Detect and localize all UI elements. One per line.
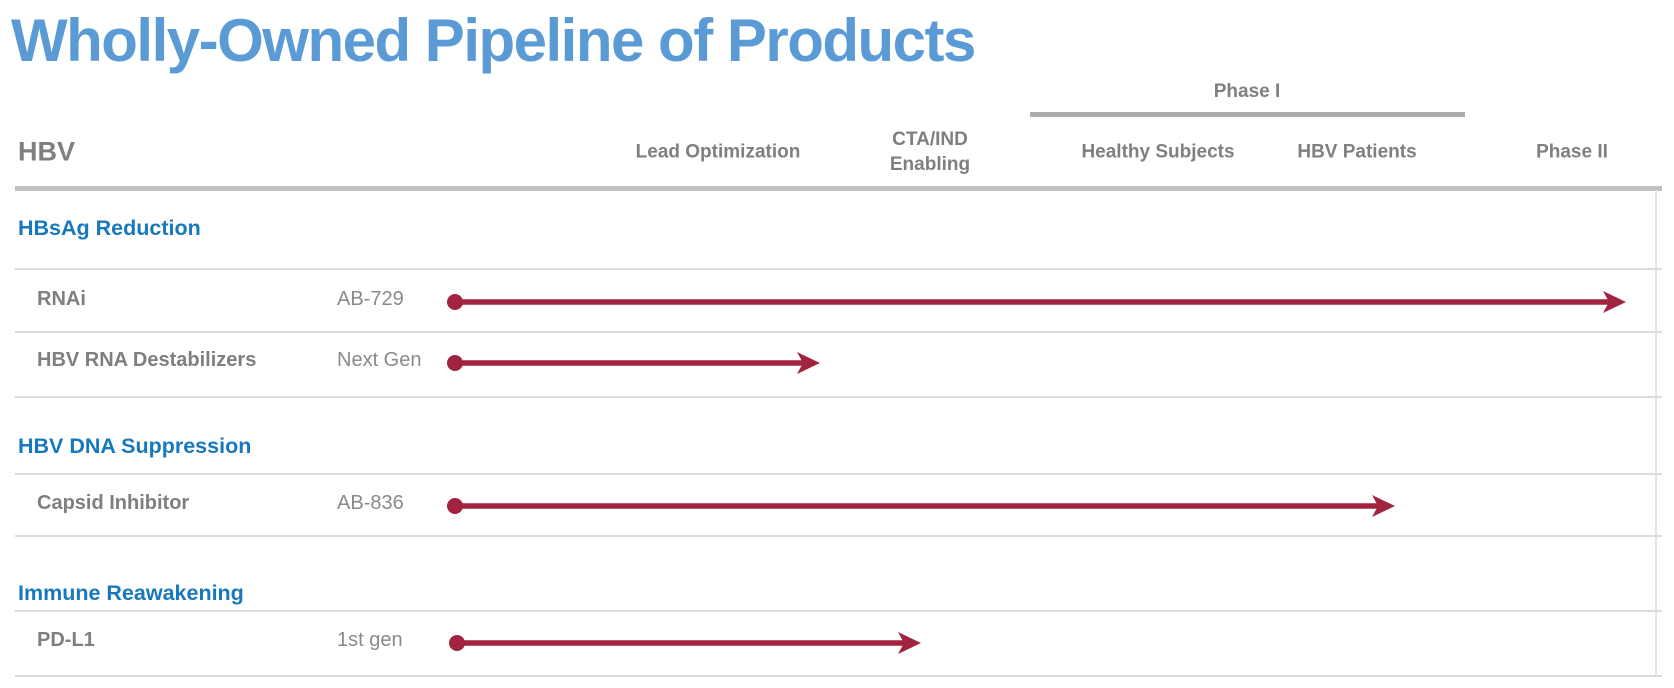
row-divider bbox=[15, 535, 1662, 537]
row-candidate: AB-836 bbox=[337, 492, 404, 514]
row-divider bbox=[15, 268, 1662, 270]
row-label: Capsid Inhibitor bbox=[37, 492, 190, 514]
progress-arrow bbox=[445, 347, 822, 384]
row-candidate: Next Gen bbox=[337, 349, 422, 371]
hbv-group-label: HBV bbox=[18, 136, 76, 167]
progress-arrow-svg bbox=[447, 291, 1626, 313]
row-candidate: 1st gen bbox=[337, 629, 403, 651]
progress-arrow-svg bbox=[447, 352, 820, 374]
row-label: RNAi bbox=[37, 288, 86, 310]
slide-title: Wholly-Owned Pipeline of Products bbox=[11, 7, 976, 74]
section-header: Immune Reawakening bbox=[18, 581, 244, 605]
header-underline bbox=[15, 186, 1662, 191]
section-header: HBsAg Reduction bbox=[18, 216, 201, 240]
row-divider bbox=[15, 331, 1662, 333]
arrow-head bbox=[797, 352, 820, 374]
phase1-underline bbox=[1030, 112, 1465, 117]
progress-arrow bbox=[445, 490, 1397, 527]
column-header-healthy-subjects: Healthy Subjects bbox=[1081, 141, 1235, 163]
row-divider bbox=[15, 473, 1662, 475]
row-divider bbox=[15, 610, 1662, 612]
progress-arrow bbox=[447, 627, 923, 664]
arrow-head bbox=[1372, 495, 1395, 517]
column-header-hbv-patients: HBV Patients bbox=[1297, 141, 1417, 163]
column-header-cta-ind-enabling: CTA/IND Enabling bbox=[889, 128, 971, 175]
column-header-phase-2: Phase II bbox=[1536, 141, 1608, 163]
row-candidate: AB-729 bbox=[337, 288, 404, 310]
right-edge-line bbox=[1655, 190, 1657, 676]
column-header-lead-optimization: Lead Optimization bbox=[635, 141, 801, 163]
progress-arrow-svg bbox=[447, 495, 1395, 517]
arrow-head bbox=[1603, 291, 1626, 313]
section-header: HBV DNA Suppression bbox=[18, 434, 252, 458]
phase1-column-group-label: Phase I bbox=[1213, 81, 1281, 102]
progress-arrow-svg bbox=[449, 632, 921, 654]
progress-arrow bbox=[445, 286, 1628, 323]
row-divider bbox=[15, 675, 1662, 677]
row-label: PD-L1 bbox=[37, 629, 95, 651]
arrow-head bbox=[898, 632, 921, 654]
row-label: HBV RNA Destabilizers bbox=[37, 349, 257, 371]
row-divider bbox=[15, 396, 1662, 398]
